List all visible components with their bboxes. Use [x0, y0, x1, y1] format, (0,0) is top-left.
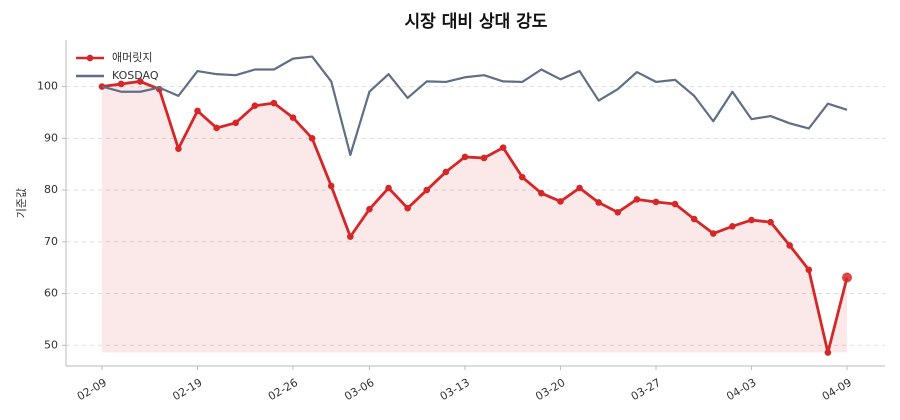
point — [289, 114, 297, 121]
point — [194, 107, 201, 115]
line — [101, 55, 848, 156]
point — [824, 349, 832, 356]
point — [461, 153, 469, 161]
point — [671, 200, 679, 208]
point — [308, 135, 316, 142]
point — [767, 218, 774, 226]
point — [557, 198, 564, 205]
point — [480, 154, 488, 162]
point — [117, 80, 125, 88]
point — [366, 205, 373, 213]
point — [213, 124, 220, 132]
point — [175, 145, 182, 152]
point — [576, 184, 583, 192]
x-tick-label: 02-26 — [266, 376, 300, 403]
point — [327, 182, 335, 190]
point — [423, 186, 431, 194]
point — [805, 266, 813, 274]
point — [270, 99, 278, 107]
point — [595, 199, 602, 206]
area — [102, 81, 847, 353]
y-tick-label: 50 — [44, 338, 58, 351]
point — [786, 242, 793, 249]
point — [709, 230, 717, 237]
x-tick-label: 04-03 — [724, 376, 758, 403]
legend-marker — [86, 54, 94, 62]
point — [136, 78, 144, 85]
point — [232, 119, 240, 127]
y-tick-label: 60 — [44, 287, 58, 300]
y-tick-label: 70 — [44, 235, 58, 248]
legend-label: 애머릿지 — [112, 51, 152, 64]
y-tick-label: 90 — [44, 131, 58, 144]
point — [614, 209, 622, 216]
point — [499, 144, 507, 151]
y-tick-label: 80 — [44, 183, 58, 196]
point — [385, 184, 392, 192]
legend-label: KOSDAQ — [112, 69, 159, 82]
point — [633, 196, 641, 203]
x-tick-label: 03-20 — [533, 376, 567, 403]
point — [652, 198, 660, 206]
point — [842, 272, 852, 283]
point — [690, 215, 698, 223]
point — [404, 204, 411, 212]
y-axis-label: 기준값 — [15, 188, 28, 218]
x-tick-label: 03-13 — [438, 376, 472, 403]
point — [518, 173, 526, 181]
line — [101, 79, 849, 354]
x-tick-label: 03-27 — [629, 376, 663, 403]
x-tick-label: 04-09 — [820, 376, 854, 403]
point — [538, 189, 545, 197]
point — [347, 233, 354, 240]
point — [442, 168, 450, 176]
point — [748, 216, 755, 224]
point — [729, 222, 736, 230]
x-tick-label: 03-06 — [342, 376, 376, 403]
x-tick-label: 02-19 — [170, 376, 204, 403]
x-tick-label: 02-09 — [75, 376, 109, 403]
chart-title: 시장 대비 상대 강도 — [405, 12, 548, 32]
y-tick-label: 100 — [37, 80, 58, 93]
point — [251, 102, 259, 110]
